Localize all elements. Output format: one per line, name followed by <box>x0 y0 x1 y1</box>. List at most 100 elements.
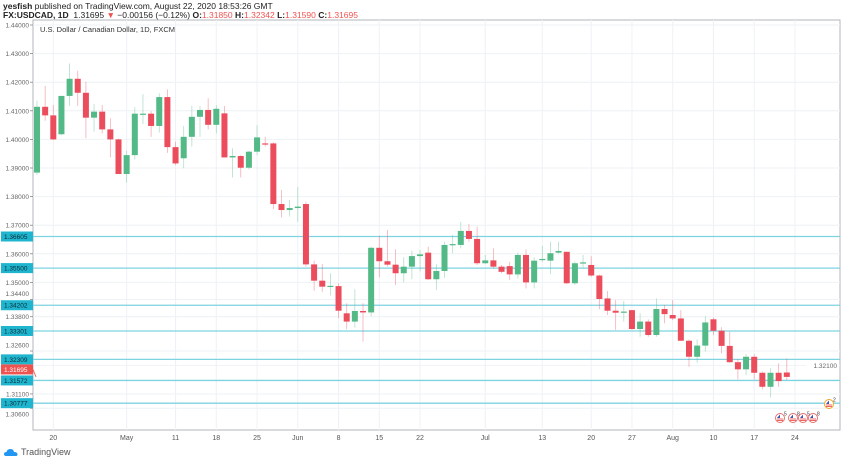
candle-up[interactable] <box>286 200 293 217</box>
candle-up[interactable] <box>245 150 252 170</box>
candle-down[interactable] <box>376 235 383 278</box>
candle-down[interactable] <box>710 317 717 336</box>
candle-down[interactable] <box>734 359 741 380</box>
candle-up[interactable] <box>743 354 750 376</box>
time-axis[interactable]: 20 May 11 18 25 Jun 8 15 22 Jul 13 20 27 Aug 10 17 24 <box>49 435 799 442</box>
candle-down[interactable] <box>596 274 603 310</box>
candle-up[interactable] <box>571 261 578 285</box>
candle-down[interactable] <box>392 249 399 285</box>
candle-down[interactable] <box>645 319 652 337</box>
event-flag-icon[interactable]: 8 <box>808 412 821 423</box>
candle-up[interactable] <box>580 254 587 269</box>
candle-up[interactable] <box>702 315 709 352</box>
candle-up[interactable] <box>123 150 130 183</box>
candle-down[interactable] <box>669 300 676 321</box>
candle-up[interactable] <box>229 148 236 178</box>
candle-down[interactable] <box>148 111 155 137</box>
candle-up[interactable] <box>555 241 562 254</box>
candle-down[interactable] <box>726 331 733 363</box>
candle-down[interactable] <box>221 105 228 158</box>
candle-up[interactable] <box>457 221 464 249</box>
candle-down[interactable] <box>99 105 106 134</box>
candle-up[interactable] <box>156 93 163 133</box>
candle-up[interactable] <box>531 257 538 289</box>
candle-down[interactable] <box>278 190 285 218</box>
candle-down[interactable] <box>563 251 570 285</box>
candle-down[interactable] <box>523 249 529 289</box>
candle-up[interactable] <box>653 298 660 337</box>
candle-up[interactable] <box>351 289 358 328</box>
candle-down[interactable] <box>490 248 497 269</box>
candle-up[interactable] <box>294 187 301 222</box>
candle-up[interactable] <box>188 105 195 147</box>
candle-down[interactable] <box>604 290 611 316</box>
candle-up[interactable] <box>139 94 146 124</box>
candle-up[interactable] <box>34 100 40 175</box>
candle-up[interactable] <box>539 246 546 262</box>
candle-up[interactable] <box>620 300 627 322</box>
author-name[interactable]: yesfish <box>3 1 33 11</box>
candle-down[interactable] <box>164 89 171 153</box>
candle-down[interactable] <box>425 246 432 281</box>
candle-up[interactable] <box>400 257 407 283</box>
economic-events[interactable]: 5 8 5 8 2 <box>775 398 837 423</box>
candle-down[interactable] <box>172 141 179 166</box>
candle-down[interactable] <box>319 264 326 292</box>
candle-down[interactable] <box>474 226 481 265</box>
candle-down[interactable] <box>677 310 684 341</box>
candle-down[interactable] <box>718 327 725 354</box>
candle-up[interactable] <box>417 250 424 272</box>
candle-up[interactable] <box>408 250 415 280</box>
candle-down[interactable] <box>270 142 277 210</box>
candle-down[interactable] <box>506 261 513 281</box>
candle-up[interactable] <box>433 264 440 291</box>
candle-down[interactable] <box>82 81 89 139</box>
candle-down[interactable] <box>498 264 505 274</box>
candle-up[interactable] <box>91 103 98 132</box>
candle-up[interactable] <box>441 241 448 278</box>
candle-up[interactable] <box>131 107 138 160</box>
candle-down[interactable] <box>384 230 391 267</box>
candle-down[interactable] <box>686 339 692 367</box>
candle-down[interactable] <box>262 136 269 147</box>
candle-down[interactable] <box>612 300 619 330</box>
candle-up[interactable] <box>368 246 375 317</box>
candle-up[interactable] <box>327 273 334 296</box>
candle-down[interactable] <box>628 309 635 330</box>
event-flag-icon[interactable]: 2 <box>824 398 837 409</box>
candle-down[interactable] <box>465 224 472 242</box>
candle-up[interactable] <box>180 125 187 169</box>
candle-down[interactable] <box>107 118 114 158</box>
candle-down[interactable] <box>237 155 244 178</box>
candle-down[interactable] <box>302 201 309 267</box>
candle-down[interactable] <box>50 105 57 140</box>
candle-down[interactable] <box>759 371 766 390</box>
candle-up[interactable] <box>767 368 774 398</box>
candle-up[interactable] <box>514 252 521 279</box>
candle-down[interactable] <box>775 363 782 387</box>
event-flag-icon[interactable]: 5 <box>798 412 811 423</box>
candle-down[interactable] <box>343 303 350 330</box>
candle-down[interactable] <box>335 283 342 319</box>
candle-up[interactable] <box>197 105 203 137</box>
candle-down[interactable] <box>360 303 366 342</box>
candle-up[interactable] <box>482 254 489 265</box>
candle-down[interactable] <box>588 256 595 277</box>
candle-up[interactable] <box>694 339 701 363</box>
event-flag-icon[interactable]: 8 <box>788 412 801 423</box>
candle-up[interactable] <box>449 234 456 254</box>
tradingview-logo[interactable]: TradingView <box>4 447 71 457</box>
event-flag-icon[interactable]: 5 <box>775 412 788 423</box>
candle-up[interactable] <box>547 241 554 275</box>
candle-down[interactable] <box>751 354 758 380</box>
candle-down[interactable] <box>661 304 668 324</box>
candle-down[interactable] <box>311 260 318 291</box>
price-axis[interactable]: 1.44000 1.43000 1.42000 1.41000 1.40000 1.390… <box>6 23 839 419</box>
candle-down[interactable] <box>115 138 122 175</box>
candle-down[interactable] <box>205 98 212 130</box>
candle-up[interactable] <box>58 95 65 136</box>
candle-up[interactable] <box>254 125 261 156</box>
candle-down[interactable] <box>783 358 790 380</box>
candle-down[interactable] <box>74 70 81 106</box>
